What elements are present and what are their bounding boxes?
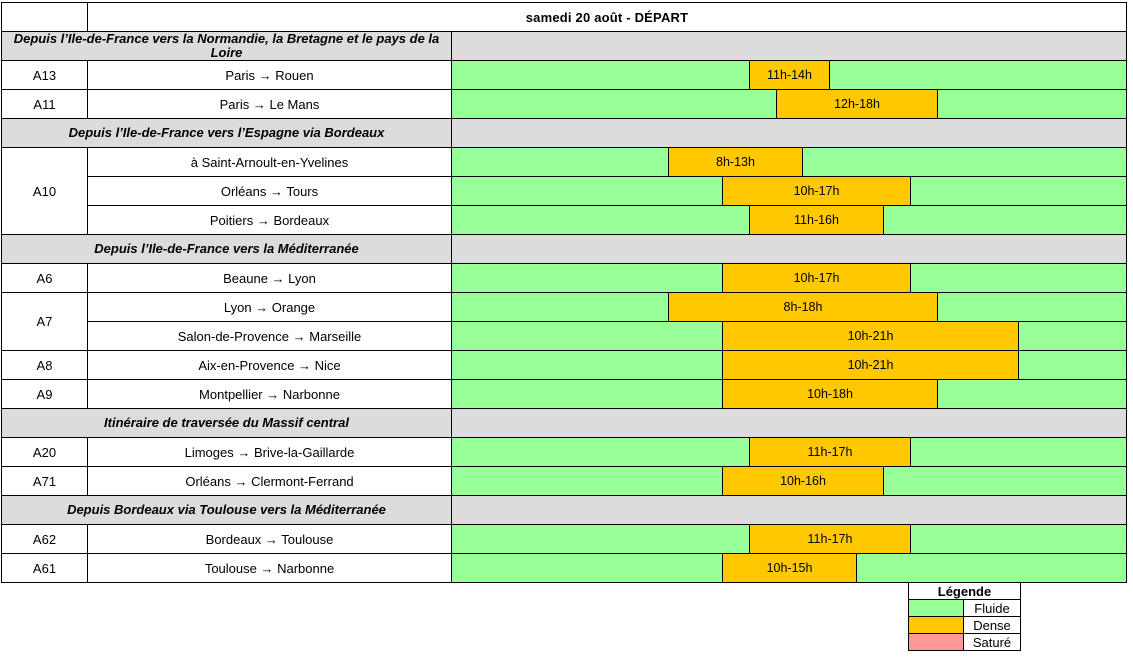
road-code: A6: [1, 263, 88, 293]
traffic-forecast-table: samedi 20 août - DÉPART Depuis l’Ile-de-F…: [1, 2, 1127, 583]
legend-label-fluide: Fluide: [963, 599, 1021, 617]
table-row: A61 Toulouse → Narbonne 10h-15h: [1, 553, 1127, 583]
table-corner-spacer: [1, 2, 88, 32]
section-header: Depuis l’Ile-de-France vers la Normandie…: [1, 31, 452, 61]
table-row: A6 Beaune → Lyon 10h-17h: [1, 263, 1127, 293]
legend-swatch-dense: [908, 616, 964, 634]
section-header-row: Depuis l’Ile-de-France vers l’Espagne vi…: [1, 118, 1127, 148]
table-row: A8 Aix-en-Provence → Nice 10h-21h: [1, 350, 1127, 380]
route-label: Beaune → Lyon: [87, 263, 452, 293]
road-code: A8: [1, 350, 88, 380]
dense-band: 10h-16h: [722, 467, 884, 495]
timeline-track: 10h-17h: [451, 263, 1127, 293]
legend-swatch-fluide: [908, 599, 964, 617]
table-row: A13 Paris → Rouen 11h-14h: [1, 60, 1127, 90]
table-row: A9 Montpellier → Narbonne 10h-18h: [1, 379, 1127, 409]
section-header-fill: [451, 31, 1127, 61]
timeline-track: 10h-15h: [451, 553, 1127, 583]
timeline-track: 11h-14h: [451, 60, 1127, 90]
section-header-row: Itinéraire de traversée du Massif centra…: [1, 408, 1127, 438]
road-code: A10: [1, 147, 88, 235]
dense-band: 11h-14h: [749, 61, 830, 89]
road-code: A20: [1, 437, 88, 467]
table-row: A62 Bordeaux → Toulouse 11h-17h: [1, 524, 1127, 554]
legend: Légende Fluide Dense Saturé: [908, 582, 1021, 651]
road-code: A11: [1, 89, 88, 119]
legend-row: Dense: [908, 616, 1021, 634]
title-row: samedi 20 août - DÉPART: [1, 2, 1127, 32]
section-header-row: Depuis l’Ile-de-France vers la Méditerra…: [1, 234, 1127, 264]
section-header: Depuis l’Ile-de-France vers l’Espagne vi…: [1, 118, 452, 148]
route-label: Salon-de-Provence → Marseille: [87, 321, 452, 351]
table-row: Poitiers → Bordeaux 11h-16h: [2, 205, 1127, 235]
table-row: A10 à Saint-Arnoult-en-Yvelines 8h-13h: [1, 147, 1127, 235]
table-row: A11 Paris → Le Mans 12h-18h: [1, 89, 1127, 119]
section-header-fill: [451, 118, 1127, 148]
road-code: A61: [1, 553, 88, 583]
route-label: Paris → Rouen: [87, 60, 452, 90]
section-header-row: Depuis Bordeaux via Toulouse vers la Méd…: [1, 495, 1127, 525]
dense-band: 10h-17h: [722, 264, 911, 292]
dense-band: 8h-13h: [668, 148, 803, 176]
timeline-track: 10h-17h: [451, 176, 1127, 206]
section-header-fill: [451, 234, 1127, 264]
dense-band: 12h-18h: [776, 90, 938, 118]
timeline-track: 10h-18h: [451, 379, 1127, 409]
table-row: Orléans → Tours 10h-17h: [2, 176, 1127, 206]
table-row: Salon-de-Provence → Marseille 10h-21h: [2, 321, 1127, 351]
legend-label-sature: Saturé: [963, 633, 1021, 651]
page-title: samedi 20 août - DÉPART: [87, 2, 1127, 32]
legend-row: Saturé: [908, 633, 1021, 651]
dense-band: 11h-16h: [749, 206, 884, 234]
route-label: Limoges → Brive-la-Gaillarde: [87, 437, 452, 467]
road-code: A71: [1, 466, 88, 496]
dense-band: 11h-17h: [749, 525, 911, 553]
route-label: à Saint-Arnoult-en-Yvelines: [87, 147, 452, 177]
timeline-track: 10h-16h: [451, 466, 1127, 496]
timeline-track: 8h-18h: [451, 292, 1127, 322]
section-header: Depuis l’Ile-de-France vers la Méditerra…: [1, 234, 452, 264]
table-row: A7 Lyon → Orange 8h-18h: [1, 292, 1127, 351]
dense-band: 10h-21h: [722, 322, 1019, 350]
dense-band: 10h-17h: [722, 177, 911, 205]
route-label: Orléans → Clermont-Ferrand: [87, 466, 452, 496]
legend-title: Légende: [908, 582, 1021, 600]
route-label: Toulouse → Narbonne: [87, 553, 452, 583]
legend-header-row: Légende: [908, 582, 1021, 600]
route-label: Orléans → Tours: [87, 176, 452, 206]
section-header: Depuis Bordeaux via Toulouse vers la Méd…: [1, 495, 452, 525]
timeline-track: 11h-17h: [451, 437, 1127, 467]
section-header-fill: [451, 495, 1127, 525]
road-code: A62: [1, 524, 88, 554]
route-label: Montpellier → Narbonne: [87, 379, 452, 409]
road-code: A7: [1, 292, 88, 351]
legend-label-dense: Dense: [963, 616, 1021, 634]
timeline-track: 10h-21h: [451, 321, 1127, 351]
section-header-fill: [451, 408, 1127, 438]
legend-row: Fluide: [908, 599, 1021, 617]
dense-band: 10h-21h: [722, 351, 1019, 379]
dense-band: 10h-18h: [722, 380, 938, 408]
road-code: A13: [1, 60, 88, 90]
route-label: Lyon → Orange: [87, 292, 452, 322]
table-row: A71 Orléans → Clermont-Ferrand 10h-16h: [1, 466, 1127, 496]
road-code: A9: [1, 379, 88, 409]
dense-band: 10h-15h: [722, 554, 857, 582]
section-header: Itinéraire de traversée du Massif centra…: [1, 408, 452, 438]
timeline-track: 10h-21h: [451, 350, 1127, 380]
dense-band: 8h-18h: [668, 293, 938, 321]
timeline-track: 11h-17h: [451, 524, 1127, 554]
table-row: A20 Limoges → Brive-la-Gaillarde 11h-17h: [1, 437, 1127, 467]
dense-band: 11h-17h: [749, 438, 911, 466]
timeline-track: 11h-16h: [451, 205, 1127, 235]
legend-swatch-sature: [908, 633, 964, 651]
section-header-row: Depuis l’Ile-de-France vers la Normandie…: [1, 31, 1127, 61]
route-label: Paris → Le Mans: [87, 89, 452, 119]
route-label: Bordeaux → Toulouse: [87, 524, 452, 554]
route-label: Aix-en-Provence → Nice: [87, 350, 452, 380]
timeline-track: 8h-13h: [451, 147, 1127, 177]
timeline-track: 12h-18h: [451, 89, 1127, 119]
route-label: Poitiers → Bordeaux: [87, 205, 452, 235]
